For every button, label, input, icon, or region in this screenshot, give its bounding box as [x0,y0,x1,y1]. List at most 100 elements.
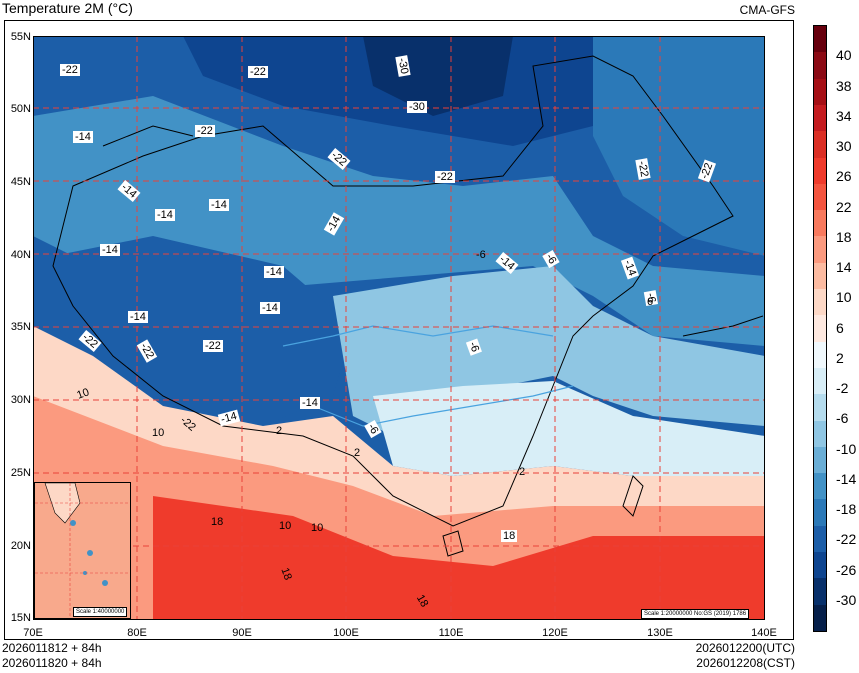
inset-map: Scale 1:40000000 [34,482,131,619]
contour-label: -22 [435,171,455,183]
lon-label: 100E [333,627,359,639]
river-yellow [282,325,554,347]
lon-label: 140E [751,627,777,639]
contour-label: -6 [476,249,486,261]
footer-valid-cst: 2026012208(CST) [696,656,795,670]
contour-label: -22 [203,340,223,352]
colorbar-swatch [814,131,826,158]
lat-label: 45N [10,176,31,188]
contour-label: -14 [209,199,229,211]
lon-label: 70E [23,627,43,639]
contour-label: -14 [300,397,320,409]
colorbar-swatch [814,473,826,500]
lat-label: 55N [10,31,31,43]
contour-label: 18 [501,530,518,542]
colorbar-swatch [814,604,826,632]
colorbar-tick-label: 10 [836,289,852,306]
colorbar-tick-label: 40 [836,47,852,64]
colorbar-tick-label: 26 [836,168,852,185]
colorbar-swatch [814,420,826,448]
hainan-outline [442,530,464,557]
colorbar-tick-label: -14 [836,470,857,487]
colorbar-tick-label: 30 [836,138,852,154]
contour-label: -30 [407,101,427,113]
colorbar-tick-label: 22 [836,198,852,215]
colorbar-swatch [814,394,826,422]
footer-init-utc: 2026011812 + 84h [2,641,102,655]
colorbar [813,25,827,632]
colorbar-swatch [814,341,826,369]
colorbar-swatch [814,52,826,80]
country-border [52,55,734,527]
contour-label: 2 [354,447,361,459]
contour-label: -14 [73,131,93,143]
colorbar-swatch [814,446,826,474]
colorbar-tick-label: -6 [836,410,849,427]
colorbar-swatch [814,183,826,211]
colorbar-tick-label: 6 [836,319,844,336]
colorbar-swatch [814,552,826,579]
colorbar-swatch [814,157,826,185]
colorbar-swatch [814,236,826,264]
contour-label: -14 [128,311,148,323]
colorbar-tick-label: -22 [836,531,857,548]
temperature-map [33,36,765,620]
colorbar-swatch [814,289,826,316]
lat-label: 15N [10,612,31,624]
taiwan-outline [622,475,644,517]
main-scale: Scale 1:20000000 No:GS (2019) 1786 [641,609,750,619]
colorbar-swatch [814,315,826,343]
inset-scale: Scale 1:40000000 [73,607,128,617]
contour-label: -14 [264,266,284,278]
footer-init-cst: 2026011820 + 84h [2,656,102,670]
colorbar-tick-label: 2 [836,349,844,366]
colorbar-tick-label: 38 [836,77,852,94]
contour-label: -14 [100,244,120,256]
colorbar-tick-label: 18 [836,228,852,245]
lon-label: 130E [647,627,673,639]
contour-label: -22 [60,64,80,76]
lat-label: 35N [10,321,31,333]
lat-label: 30N [10,394,31,406]
light-blue-band [373,381,765,476]
colorbar-swatch [814,578,826,606]
colorbar-tick-label: -30 [836,591,857,608]
colorbar-swatch [814,104,826,132]
plateau-region [53,236,353,426]
gridlines [33,36,765,620]
colorbar-tick-label: 34 [836,107,852,124]
contour-label: 10 [279,520,292,532]
colorbar-tick-label: -26 [836,561,857,578]
contour-label: -14 [155,209,175,221]
contour-label: -22 [248,66,268,78]
lon-label: 120E [542,627,568,639]
chart-title: Temperature 2M (°C) [2,0,133,16]
lon-label: 90E [232,627,252,639]
contour-label: 10 [311,522,324,534]
colorbar-tick-label: 14 [836,259,852,275]
contour-label: 2 [276,425,283,437]
colorbar-swatch [814,262,826,290]
colorbar-swatch [814,210,826,237]
river-yangtze [312,385,574,427]
colorbar-tick-label: -18 [836,501,857,517]
lat-label: 25N [10,467,31,479]
contour-label: 2 [519,466,526,478]
contour-label: 6 [647,296,654,308]
contour-label: 10 [152,427,165,439]
outer-frame [4,20,794,640]
lon-label: 110E [438,627,464,639]
footer-valid-utc: 2026012200(UTC) [695,641,795,655]
colorbar-swatch [814,367,826,395]
contour-label: -14 [260,302,280,314]
contour-label: -22 [195,125,215,137]
lon-label: 80E [127,627,147,639]
colorbar-swatch [814,525,826,553]
colorbar-swatch [814,26,826,53]
border-segment [102,125,194,147]
japan-outline [682,315,764,337]
inset-map-graphic [35,483,130,618]
colorbar-swatch [814,78,826,106]
colorbar-tick-label: -2 [836,380,849,396]
colorbar-swatch [814,499,826,527]
